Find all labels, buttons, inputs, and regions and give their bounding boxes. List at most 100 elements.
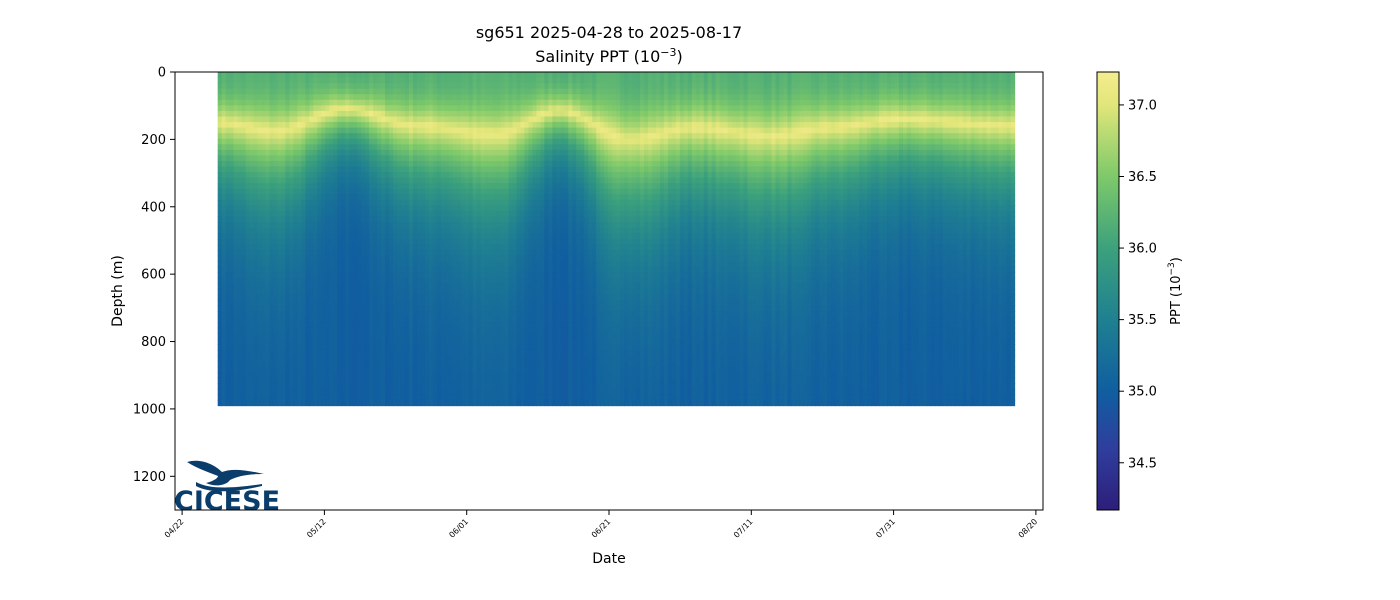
heatmap-cell (225, 227, 231, 234)
heatmap-cell (424, 344, 430, 351)
heatmap-cell (416, 255, 422, 262)
heatmap-cell (253, 227, 259, 234)
heatmap-cell (508, 327, 514, 334)
heatmap-cell (524, 138, 530, 145)
heatmap-cell (436, 333, 442, 340)
heatmap-cell (249, 333, 255, 340)
heatmap-cell (404, 322, 410, 329)
heatmap-cell (544, 194, 549, 201)
heatmap-cell (361, 83, 366, 90)
heatmap-cell (249, 72, 255, 79)
heatmap-cell (496, 94, 502, 101)
heatmap-cell (325, 338, 330, 346)
heatmap-cell (392, 266, 398, 273)
heatmap-cell (468, 305, 474, 312)
heatmap-cell (225, 194, 231, 201)
heatmap-cell (532, 99, 538, 106)
heatmap-cell (480, 216, 486, 223)
heatmap-cell (217, 244, 223, 251)
heatmap-cell (381, 105, 386, 112)
heatmap-cell (281, 261, 287, 268)
heatmap-cell (369, 99, 374, 106)
heatmap-cell (361, 177, 366, 184)
heatmap-cell (389, 244, 394, 251)
heatmap-cell (261, 361, 267, 368)
heatmap-cell (377, 316, 382, 323)
heatmap-cell (480, 361, 486, 368)
heatmap-cell (305, 105, 310, 112)
heatmap-cell (369, 372, 374, 379)
heatmap-cell (373, 144, 378, 151)
heatmap-cell (237, 244, 243, 251)
heatmap-cell (329, 244, 334, 251)
heatmap-cell (528, 249, 534, 257)
heatmap-cell (325, 294, 330, 301)
heatmap-cell (452, 155, 458, 162)
heatmap-cell (389, 249, 394, 257)
heatmap-cell (381, 205, 386, 212)
heatmap-cell (492, 160, 498, 168)
heatmap-cell (281, 199, 287, 207)
heatmap-cell (281, 172, 287, 179)
heatmap-cell (400, 355, 406, 362)
heatmap-cell (373, 344, 378, 351)
heatmap-cell (512, 361, 518, 368)
heatmap-cell (329, 72, 334, 79)
heatmap-cell (544, 133, 549, 140)
heatmap-cell (385, 216, 390, 223)
heatmap-cell (472, 149, 478, 156)
heatmap-cell (420, 355, 426, 362)
heatmap-cell (241, 83, 247, 90)
heatmap-cell (365, 272, 370, 279)
heatmap-cell (392, 399, 398, 407)
heatmap-cell (396, 399, 402, 407)
heatmap-cell (412, 283, 418, 290)
heatmap-cell (261, 210, 267, 218)
heatmap-cell (273, 366, 279, 373)
heatmap-cell (508, 177, 514, 184)
heatmap-cell (369, 127, 374, 134)
heatmap-cell (381, 277, 386, 284)
heatmap-cell (237, 99, 243, 106)
heatmap-cell (285, 199, 291, 207)
heatmap-cell (544, 199, 549, 207)
heatmap-cell (289, 294, 294, 301)
heatmap-cell (532, 383, 538, 390)
heatmap-cell (229, 377, 235, 384)
heatmap-cell (353, 249, 358, 257)
heatmap-cell (241, 327, 247, 334)
heatmap-cell (428, 277, 434, 284)
heatmap-cell (381, 72, 386, 79)
heatmap-cell (484, 138, 490, 145)
heatmap-cell (484, 327, 490, 334)
heatmap-cell (265, 311, 271, 318)
heatmap-cell (241, 105, 247, 112)
heatmap-cell (436, 238, 442, 245)
heatmap-cell (520, 244, 526, 251)
heatmap-cell (432, 233, 438, 240)
heatmap-cell (381, 322, 386, 329)
heatmap-cell (249, 116, 255, 123)
heatmap-cell (508, 222, 514, 229)
heatmap-cell (381, 127, 386, 134)
heatmap-cell (257, 249, 263, 257)
heatmap-cell (428, 99, 434, 106)
heatmap-cell (528, 88, 534, 95)
heatmap-cell (309, 205, 314, 212)
heatmap-cell (416, 294, 422, 301)
heatmap-cell (321, 149, 326, 156)
heatmap-cell (396, 244, 402, 251)
heatmap-cell (221, 210, 227, 218)
heatmap-cell (253, 110, 259, 118)
heatmap-cell (420, 322, 426, 329)
heatmap-cell (341, 322, 346, 329)
heatmap-cell (444, 233, 450, 240)
heatmap-cell (504, 222, 510, 229)
heatmap-cell (416, 166, 422, 173)
heatmap-cell (524, 122, 530, 129)
heatmap-cell (544, 266, 549, 273)
heatmap-cell (424, 77, 430, 84)
heatmap-cell (241, 205, 247, 212)
heatmap-cell (508, 166, 514, 173)
heatmap-cell (329, 355, 334, 362)
